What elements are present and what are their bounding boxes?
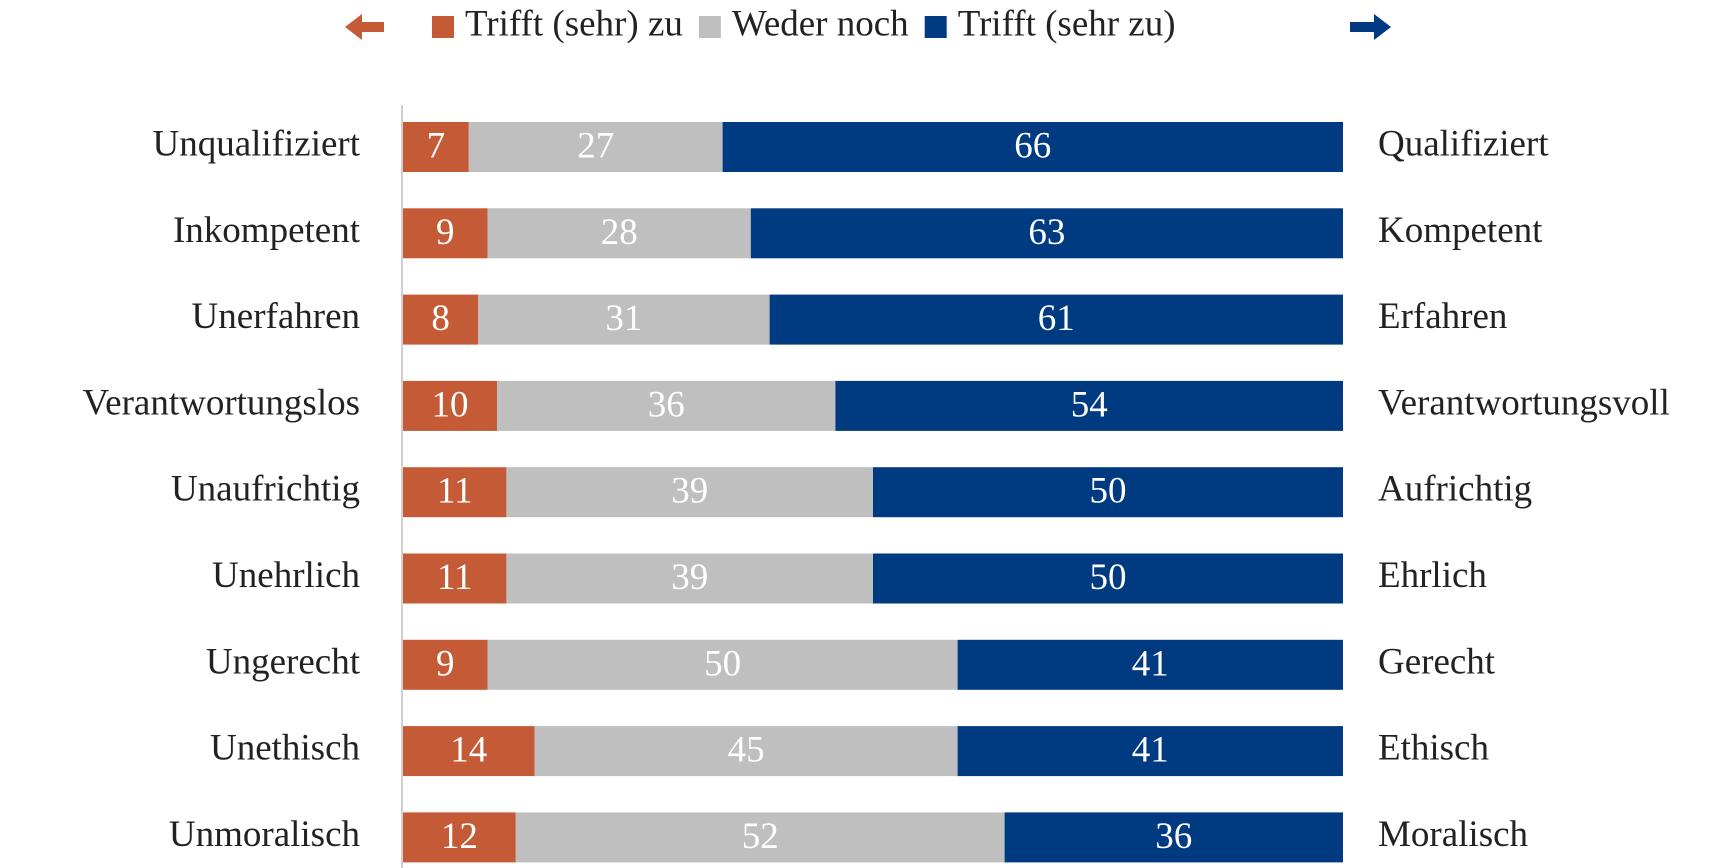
- bar-segment: [403, 726, 535, 777]
- data-label: 10: [432, 384, 469, 425]
- data-label: 9: [436, 643, 455, 684]
- legend-arrow-left: [345, 14, 384, 40]
- data-label: 31: [605, 298, 642, 339]
- y2-tick-label: Verantwortungsvoll: [1378, 382, 1670, 423]
- bar-segment: [497, 380, 836, 431]
- data-label: 28: [601, 212, 638, 253]
- data-label: 36: [1155, 816, 1192, 857]
- bar-segment: [769, 294, 1343, 345]
- bar-segment: [487, 208, 751, 259]
- data-label: 39: [671, 557, 708, 598]
- data-label: 14: [450, 730, 487, 771]
- bar-segment: [1004, 812, 1343, 863]
- bar-segment: [468, 122, 723, 172]
- legend-swatch: [432, 16, 454, 38]
- data-label: 27: [577, 125, 614, 166]
- y-tick-label: Unehrlich: [212, 555, 360, 596]
- legend-label: Trifft (sehr zu): [958, 3, 1176, 44]
- y-tick-label: Inkompetent: [173, 210, 361, 251]
- data-label: 7: [427, 125, 446, 166]
- bar-segment: [403, 812, 516, 863]
- y2-tick-label: Ehrlich: [1378, 555, 1487, 596]
- y2-tick-label: Aufrichtig: [1378, 469, 1532, 510]
- bar-segment: [873, 467, 1343, 518]
- y-tick-label: Unerfahren: [192, 296, 360, 337]
- bar-segment: [506, 553, 873, 604]
- y-tick-label: Unaufrichtig: [171, 469, 360, 510]
- bar-segment: [515, 812, 1005, 863]
- data-label: 11: [437, 471, 473, 512]
- data-label: 50: [1090, 557, 1127, 598]
- bar-segment: [403, 294, 479, 345]
- data-label: 36: [648, 384, 685, 425]
- y-tick-label: Unqualifiziert: [152, 123, 360, 164]
- data-label: 8: [431, 298, 450, 339]
- legend-swatch: [698, 16, 721, 38]
- data-label: 63: [1028, 212, 1065, 253]
- data-label: 11: [437, 557, 473, 598]
- data-label: 41: [1132, 643, 1169, 684]
- bar-segment: [506, 467, 873, 518]
- y2-tick-label: Kompetent: [1378, 210, 1543, 251]
- bar-segment: [403, 553, 507, 604]
- data-label: 9: [436, 212, 455, 253]
- bar-segment: [403, 639, 488, 690]
- data-label: 66: [1014, 125, 1051, 166]
- bar-segment: [478, 294, 770, 345]
- data-label: 50: [1090, 471, 1127, 512]
- y2-tick-label: Erfahren: [1378, 296, 1507, 337]
- bar-segment: [750, 208, 1343, 259]
- bar-segment: [403, 467, 507, 518]
- bar-segment: [835, 380, 1343, 431]
- y-tick-label: Ungerecht: [206, 641, 361, 682]
- data-label: 12: [441, 816, 478, 857]
- bar-segment: [487, 639, 958, 690]
- bar-segment: [722, 122, 1343, 172]
- data-label: 39: [671, 471, 708, 512]
- legend-label: Weder noch: [732, 3, 909, 44]
- y-tick-label: Unmoralisch: [169, 814, 361, 855]
- legend-label: Trifft (sehr) zu: [465, 3, 683, 44]
- bar-segment: [403, 208, 488, 259]
- data-label: 54: [1071, 384, 1108, 425]
- y-tick-label: Verantwortungslos: [83, 382, 360, 423]
- y2-tick-label: Moralisch: [1378, 814, 1529, 855]
- bar-segment: [873, 553, 1343, 604]
- bar-segment: [403, 122, 469, 172]
- data-label: 50: [704, 643, 741, 684]
- y-tick-label: Unethisch: [210, 728, 361, 769]
- y2-tick-label: Gerecht: [1378, 641, 1496, 682]
- data-label: 61: [1038, 298, 1075, 339]
- legend-arrow-right: [1350, 14, 1391, 40]
- data-label: 52: [742, 816, 779, 857]
- y2-tick-label: Qualifiziert: [1378, 123, 1549, 164]
- bar-segment: [403, 380, 497, 431]
- bar-segment: [534, 726, 958, 777]
- y2-tick-label: Ethisch: [1378, 728, 1489, 769]
- data-label: 41: [1132, 730, 1169, 771]
- bar-segment: [957, 639, 1343, 690]
- bar-segment: [957, 726, 1343, 777]
- legend-swatch: [924, 16, 947, 38]
- data-label: 45: [728, 730, 765, 771]
